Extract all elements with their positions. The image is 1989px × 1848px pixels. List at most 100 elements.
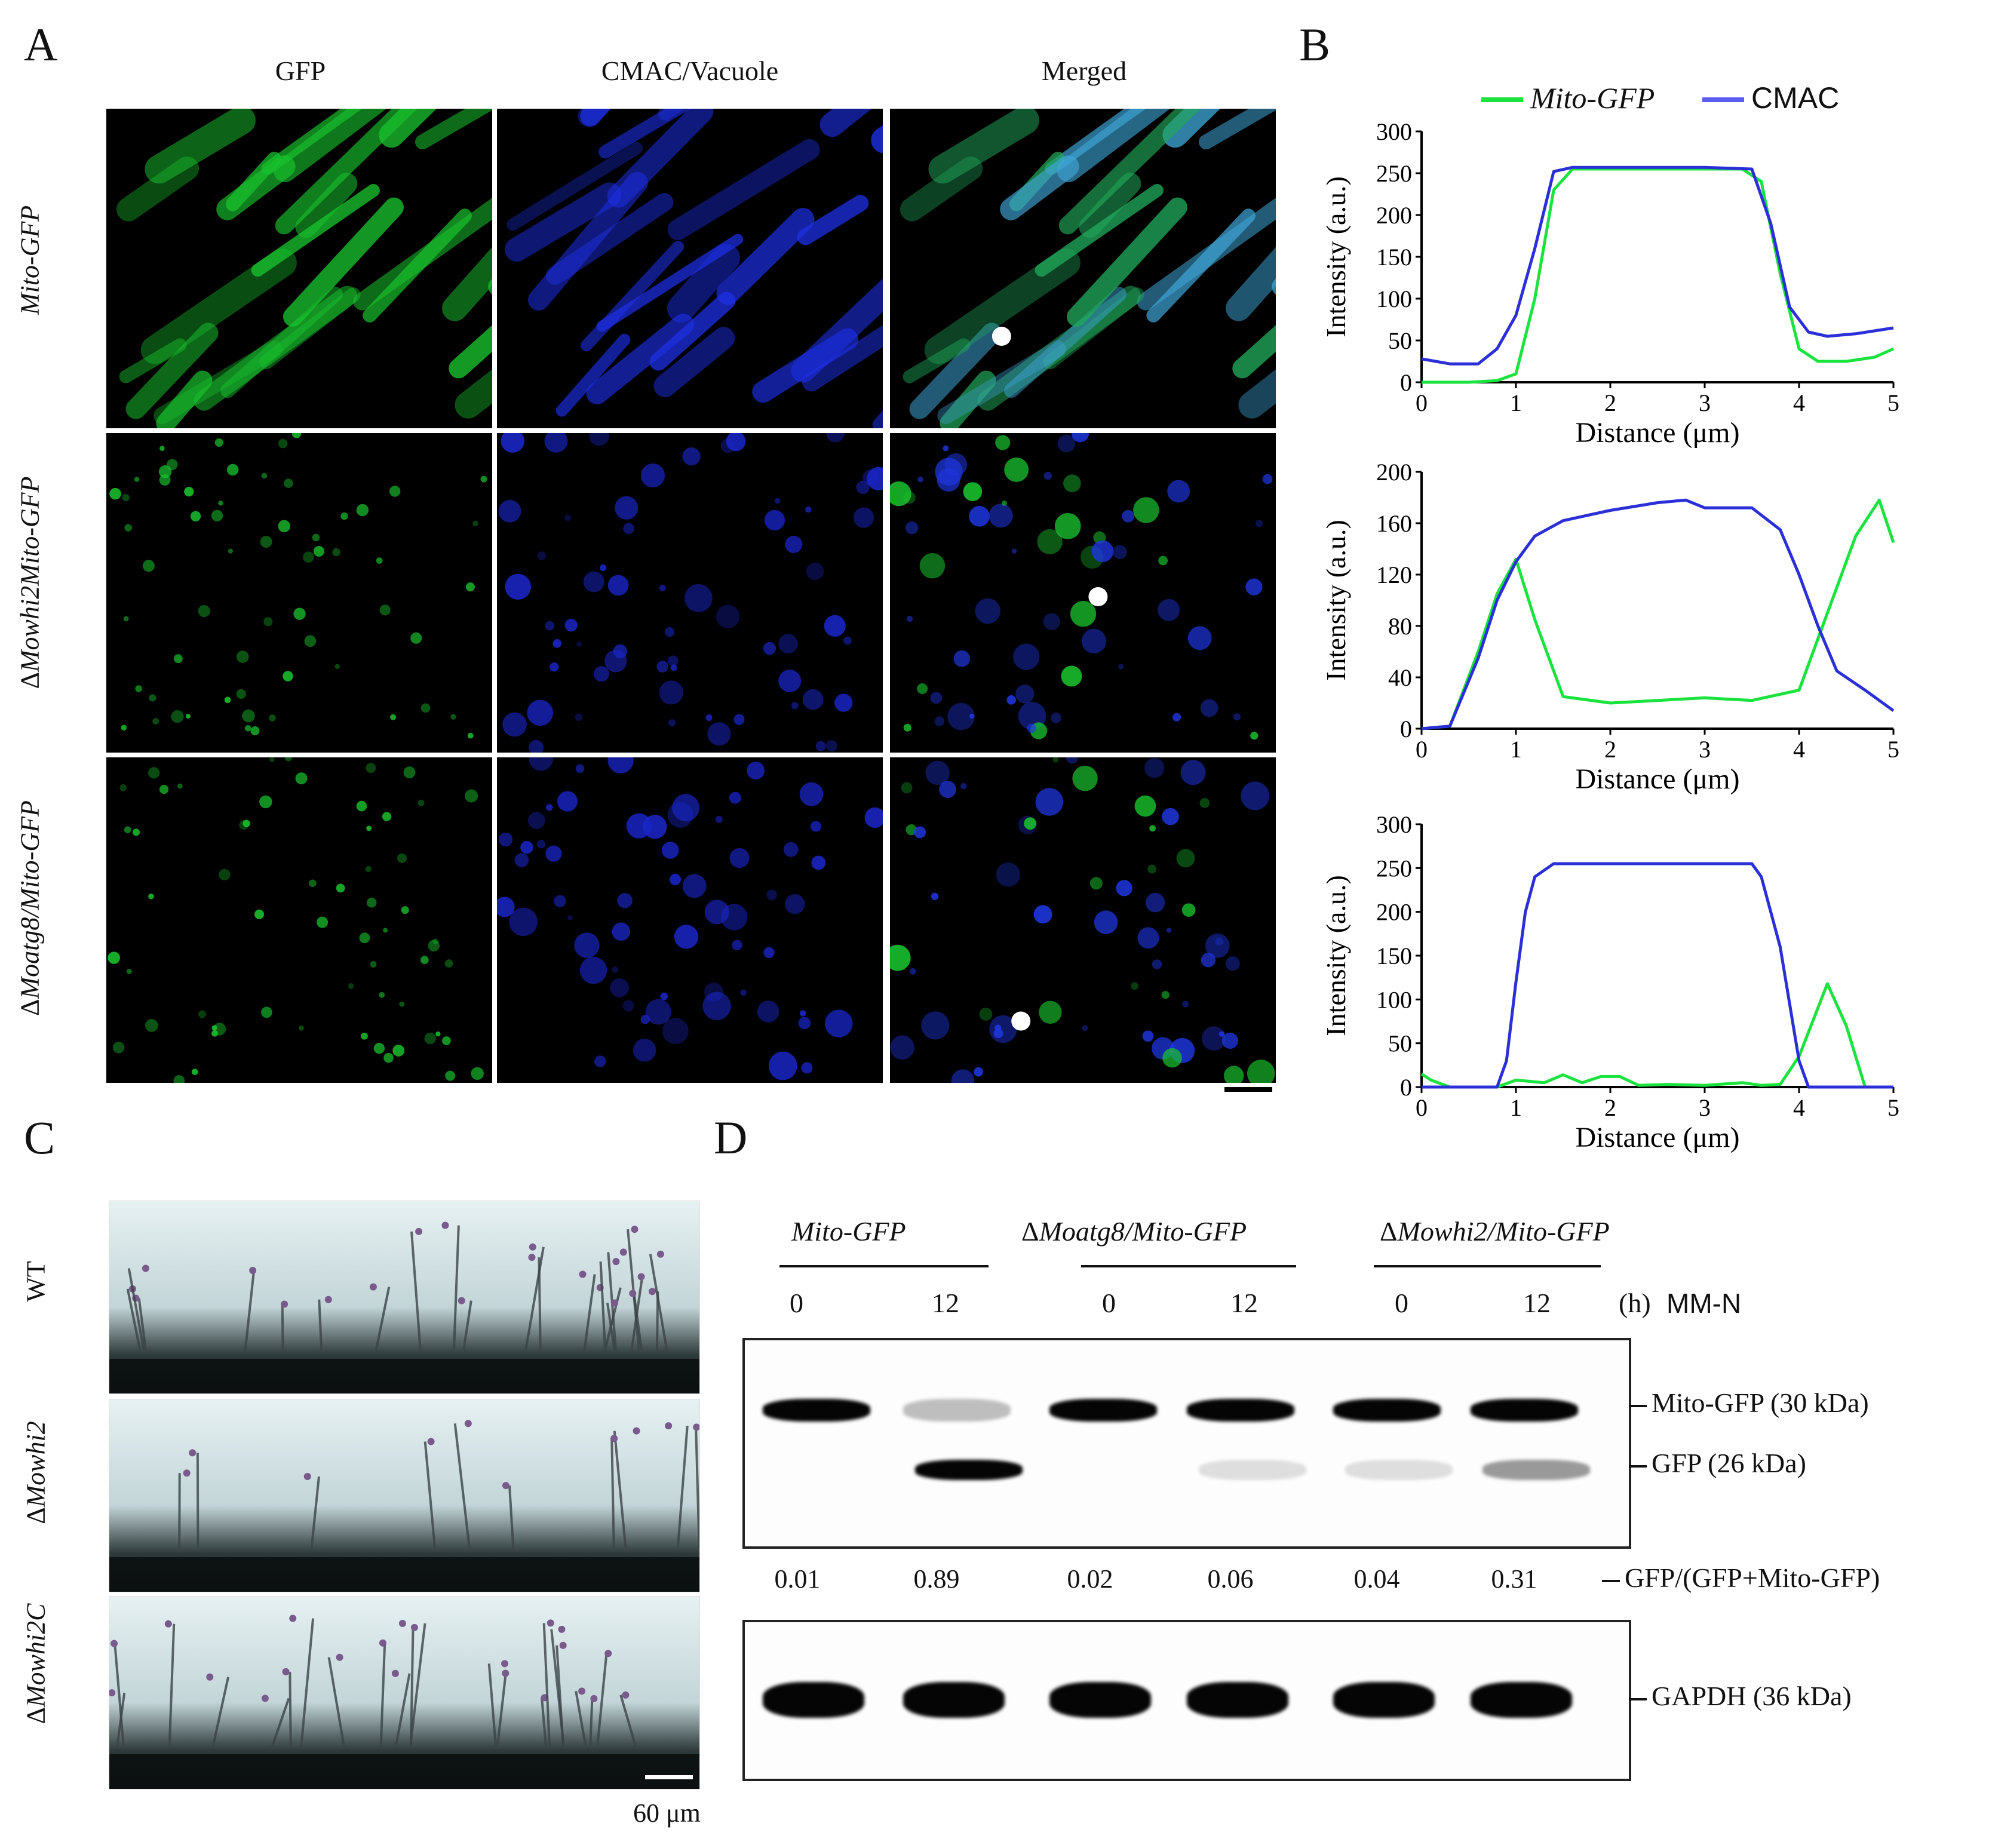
micrograph-mito-gfp-merged (890, 109, 1276, 428)
y-axis-label: Intensity (a.u.) (1321, 176, 1351, 337)
y-tick-label: 250 (1376, 855, 1412, 882)
c-row-label-mowhi2: ΔMowhi2 (21, 1421, 51, 1524)
x-tick-label: 0 (1416, 736, 1428, 763)
y-tick-label: 250 (1376, 160, 1412, 187)
y-tick-label: 50 (1388, 327, 1412, 354)
band-label-gapdh: GAPDH (36 kDa) (1652, 1681, 1852, 1711)
x-tick-label: 4 (1793, 1094, 1805, 1121)
colony-image-mowhi2c (109, 1596, 700, 1789)
micrograph-texture (108, 757, 484, 1083)
micrograph-texture (890, 757, 1275, 1083)
x-tick-label: 3 (1699, 1094, 1711, 1121)
column-title-merged: Merged (1041, 56, 1127, 86)
legend-swatch-gfp (1481, 97, 1523, 102)
line-chart-1: 0 50 100 150 200 250 300 0 1 2 3 4 5 Distance (μm) Int… (1321, 119, 1899, 449)
blot-band (1471, 1682, 1572, 1718)
x-tick-label: 2 (1604, 1094, 1616, 1121)
micrograph-texture (498, 433, 883, 753)
micrograph-texture (497, 757, 883, 1080)
micrograph-texture (900, 109, 1276, 428)
x-tick-label: 5 (1887, 1094, 1899, 1121)
y-tick-label: 0 (1400, 369, 1412, 396)
panel-label-c: C (24, 1112, 56, 1164)
colony-image-wt (109, 1201, 700, 1394)
ratio-value-5: 0.04 (1353, 1564, 1400, 1594)
colony-image-mowhi2 (109, 1399, 700, 1592)
panel-label-a: A (24, 19, 58, 70)
x-tick-label: 2 (1604, 736, 1616, 763)
series-line-cmac (1421, 498, 1895, 730)
series-line-cmac (1421, 165, 1894, 366)
row-label-moatg8: ΔMoatg8/Mito-GFP (15, 800, 45, 1016)
ratio-value-6: 0.31 (1491, 1564, 1537, 1594)
condition-label: MM-N (1666, 1288, 1742, 1319)
timepoint-1: 0 (790, 1288, 803, 1318)
time-unit: (h) (1619, 1288, 1651, 1318)
x-tick-label: 5 (1887, 736, 1899, 763)
ratio-tick (1602, 1580, 1620, 1582)
band-tick-mito-gfp (1629, 1405, 1647, 1407)
x-tick-label: 0 (1416, 1094, 1428, 1121)
micrograph-texture (505, 109, 883, 428)
x-tick-label: 3 (1699, 389, 1711, 416)
micrograph-texture (116, 109, 492, 428)
panel-label-d: D (714, 1112, 748, 1164)
legend-swatch-cmac (1702, 97, 1744, 102)
y-tick-label: 40 (1388, 664, 1412, 691)
micrograph-mowhi2-merged (890, 433, 1276, 753)
y-tick-label: 300 (1376, 119, 1412, 145)
x-tick-label: 0 (1416, 389, 1428, 416)
timepoint-4: 12 (1230, 1288, 1258, 1318)
ratio-value-1: 0.01 (774, 1564, 821, 1594)
colony-texture (109, 1201, 699, 1393)
y-tick-label: 200 (1376, 202, 1412, 229)
y-axis-label: Intensity (a.u.) (1321, 875, 1351, 1036)
micrograph-texture (890, 433, 1273, 740)
y-tick-label: 0 (1400, 716, 1412, 742)
strain-underline-3 (1374, 1265, 1601, 1267)
micrograph-texture (109, 433, 487, 739)
x-tick-label: 4 (1793, 736, 1805, 763)
colony-texture (109, 1399, 699, 1592)
strain-label-moatg8: ΔMoatg8/Mito-GFP (1021, 1216, 1247, 1247)
micrograph-moatg8-merged (890, 757, 1276, 1083)
blot-band (1345, 1460, 1453, 1480)
band-tick-gfp (1629, 1465, 1647, 1468)
timepoint-6: 12 (1523, 1288, 1551, 1318)
blot-band (1049, 1682, 1151, 1718)
y-tick-label: 0 (1400, 1074, 1412, 1101)
band-label-mito-gfp: Mito-GFP (30 kDa) (1652, 1387, 1869, 1418)
blot-band (1482, 1460, 1590, 1480)
y-tick-label: 200 (1376, 899, 1412, 926)
ratio-value-4: 0.06 (1207, 1564, 1254, 1594)
c-row-label-wt: WT (21, 1261, 51, 1302)
x-tick-label: 2 (1604, 389, 1616, 416)
timepoint-2: 12 (932, 1288, 959, 1318)
western-blot-gfp (742, 1338, 1631, 1549)
band-tick-gapdh (1629, 1698, 1647, 1700)
x-tick-label: 5 (1887, 389, 1899, 416)
blot-band (1471, 1399, 1578, 1422)
micrograph-mito-gfp-gfp (106, 109, 492, 428)
blot-band (1049, 1399, 1157, 1422)
y-axis-label: Intensity (a.u.) (1321, 520, 1351, 681)
blot-band (1187, 1682, 1288, 1718)
series-line-mito-gfp (1420, 982, 1893, 1089)
line-chart-2: 0 40 80 120 160 200 0 1 2 3 4 5 Distance (μm) Intensi… (1321, 460, 1899, 795)
x-tick-label: 1 (1510, 736, 1522, 763)
blot-band (1199, 1460, 1306, 1480)
row-label-mito-gfp: Mito-GFP (15, 205, 45, 315)
micrograph-moatg8-cmac (497, 757, 883, 1083)
blot-band (915, 1460, 1023, 1480)
y-tick-label: 80 (1388, 613, 1412, 640)
timepoint-5: 0 (1395, 1288, 1408, 1318)
legend-b: Mito-GFP CMAC (1481, 81, 1959, 116)
micrograph-moatg8-gfp (106, 757, 492, 1083)
ratio-value-3: 0.02 (1067, 1564, 1113, 1594)
y-tick-label: 300 (1376, 812, 1412, 838)
y-tick-label: 200 (1376, 460, 1412, 486)
y-tick-label: 100 (1376, 986, 1412, 1013)
scale-bar-c-label: 60 μm (633, 1798, 701, 1828)
blot-band (763, 1682, 864, 1718)
series-line-mito-gfp (1421, 498, 1895, 730)
